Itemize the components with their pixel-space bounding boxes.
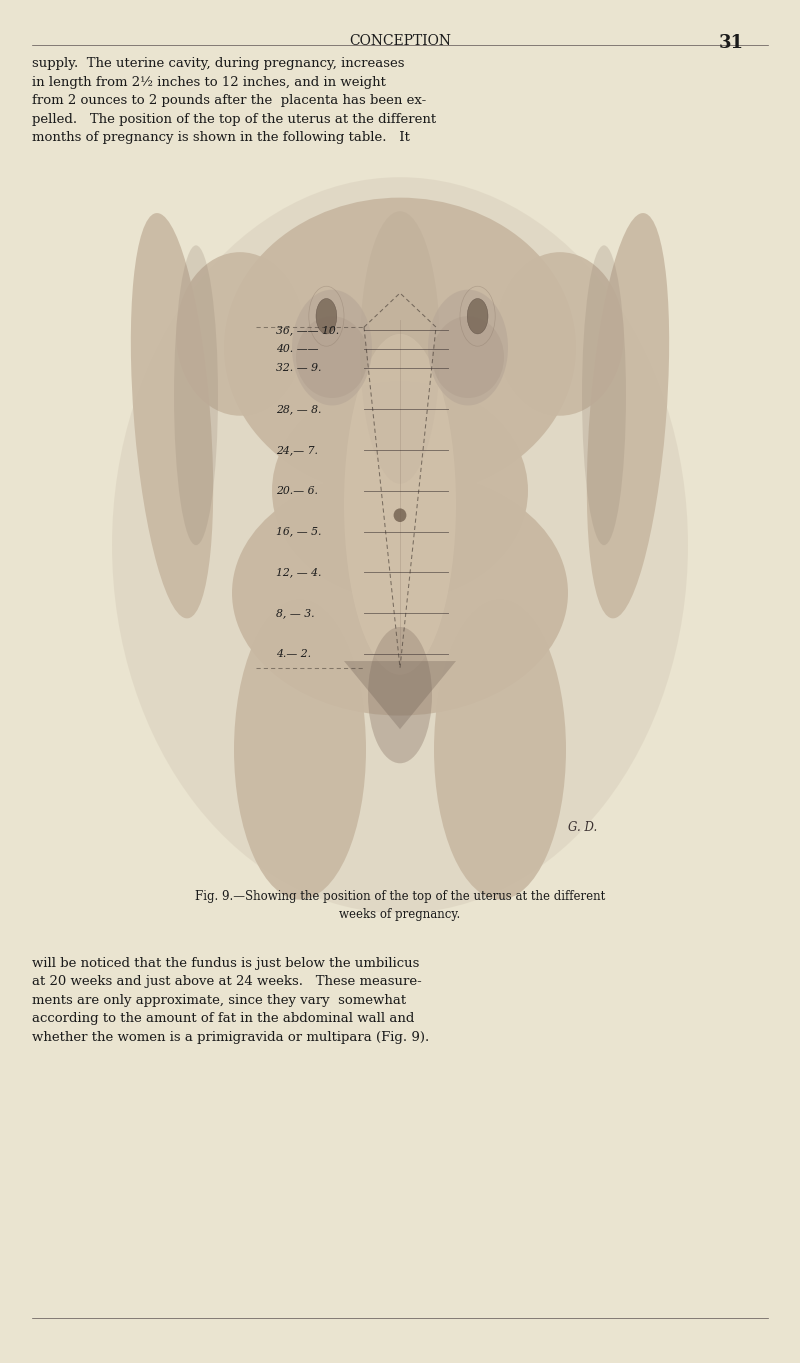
Text: 28, — 8.: 28, — 8. <box>276 403 322 414</box>
Text: 36, —— 10.: 36, —— 10. <box>276 324 339 335</box>
Ellipse shape <box>428 290 508 406</box>
Text: 16, — 5.: 16, — 5. <box>276 526 322 537</box>
Ellipse shape <box>296 316 368 398</box>
Text: 40. ——: 40. —— <box>276 343 318 354</box>
Text: Fig. 9.—Showing the position of the top of the uterus at the different
weeks of : Fig. 9.—Showing the position of the top … <box>195 890 605 921</box>
Ellipse shape <box>131 213 213 619</box>
Ellipse shape <box>582 245 626 545</box>
Text: 8, — 3.: 8, — 3. <box>276 608 314 619</box>
Ellipse shape <box>368 627 432 763</box>
Polygon shape <box>344 661 456 729</box>
Ellipse shape <box>234 600 366 900</box>
Ellipse shape <box>432 316 504 398</box>
Text: CONCEPTION: CONCEPTION <box>349 34 451 48</box>
Text: 32. — 9.: 32. — 9. <box>276 363 322 373</box>
Text: will be noticed that the fundus is just below the umbilicus
at 20 weeks and just: will be noticed that the fundus is just … <box>32 957 430 1044</box>
Ellipse shape <box>176 252 304 416</box>
Ellipse shape <box>360 211 440 484</box>
Ellipse shape <box>344 334 456 675</box>
Text: G. D.: G. D. <box>568 821 598 834</box>
Circle shape <box>316 298 337 334</box>
Text: supply.  The uterine cavity, during pregnancy, increases
in length from 2½ inche: supply. The uterine cavity, during pregn… <box>32 57 436 144</box>
Text: 31: 31 <box>719 34 744 52</box>
Ellipse shape <box>434 600 566 900</box>
Ellipse shape <box>112 177 688 913</box>
Ellipse shape <box>174 245 218 545</box>
Circle shape <box>467 298 488 334</box>
Ellipse shape <box>587 213 669 619</box>
Text: 12, — 4.: 12, — 4. <box>276 567 322 578</box>
Ellipse shape <box>232 470 568 716</box>
Ellipse shape <box>496 252 624 416</box>
Text: 4.— 2.: 4.— 2. <box>276 649 311 660</box>
Ellipse shape <box>292 290 372 406</box>
Text: 20.— 6.: 20.— 6. <box>276 485 318 496</box>
Ellipse shape <box>224 198 576 497</box>
Text: 24,— 7.: 24,— 7. <box>276 444 318 455</box>
Ellipse shape <box>272 382 528 600</box>
Ellipse shape <box>394 508 406 522</box>
